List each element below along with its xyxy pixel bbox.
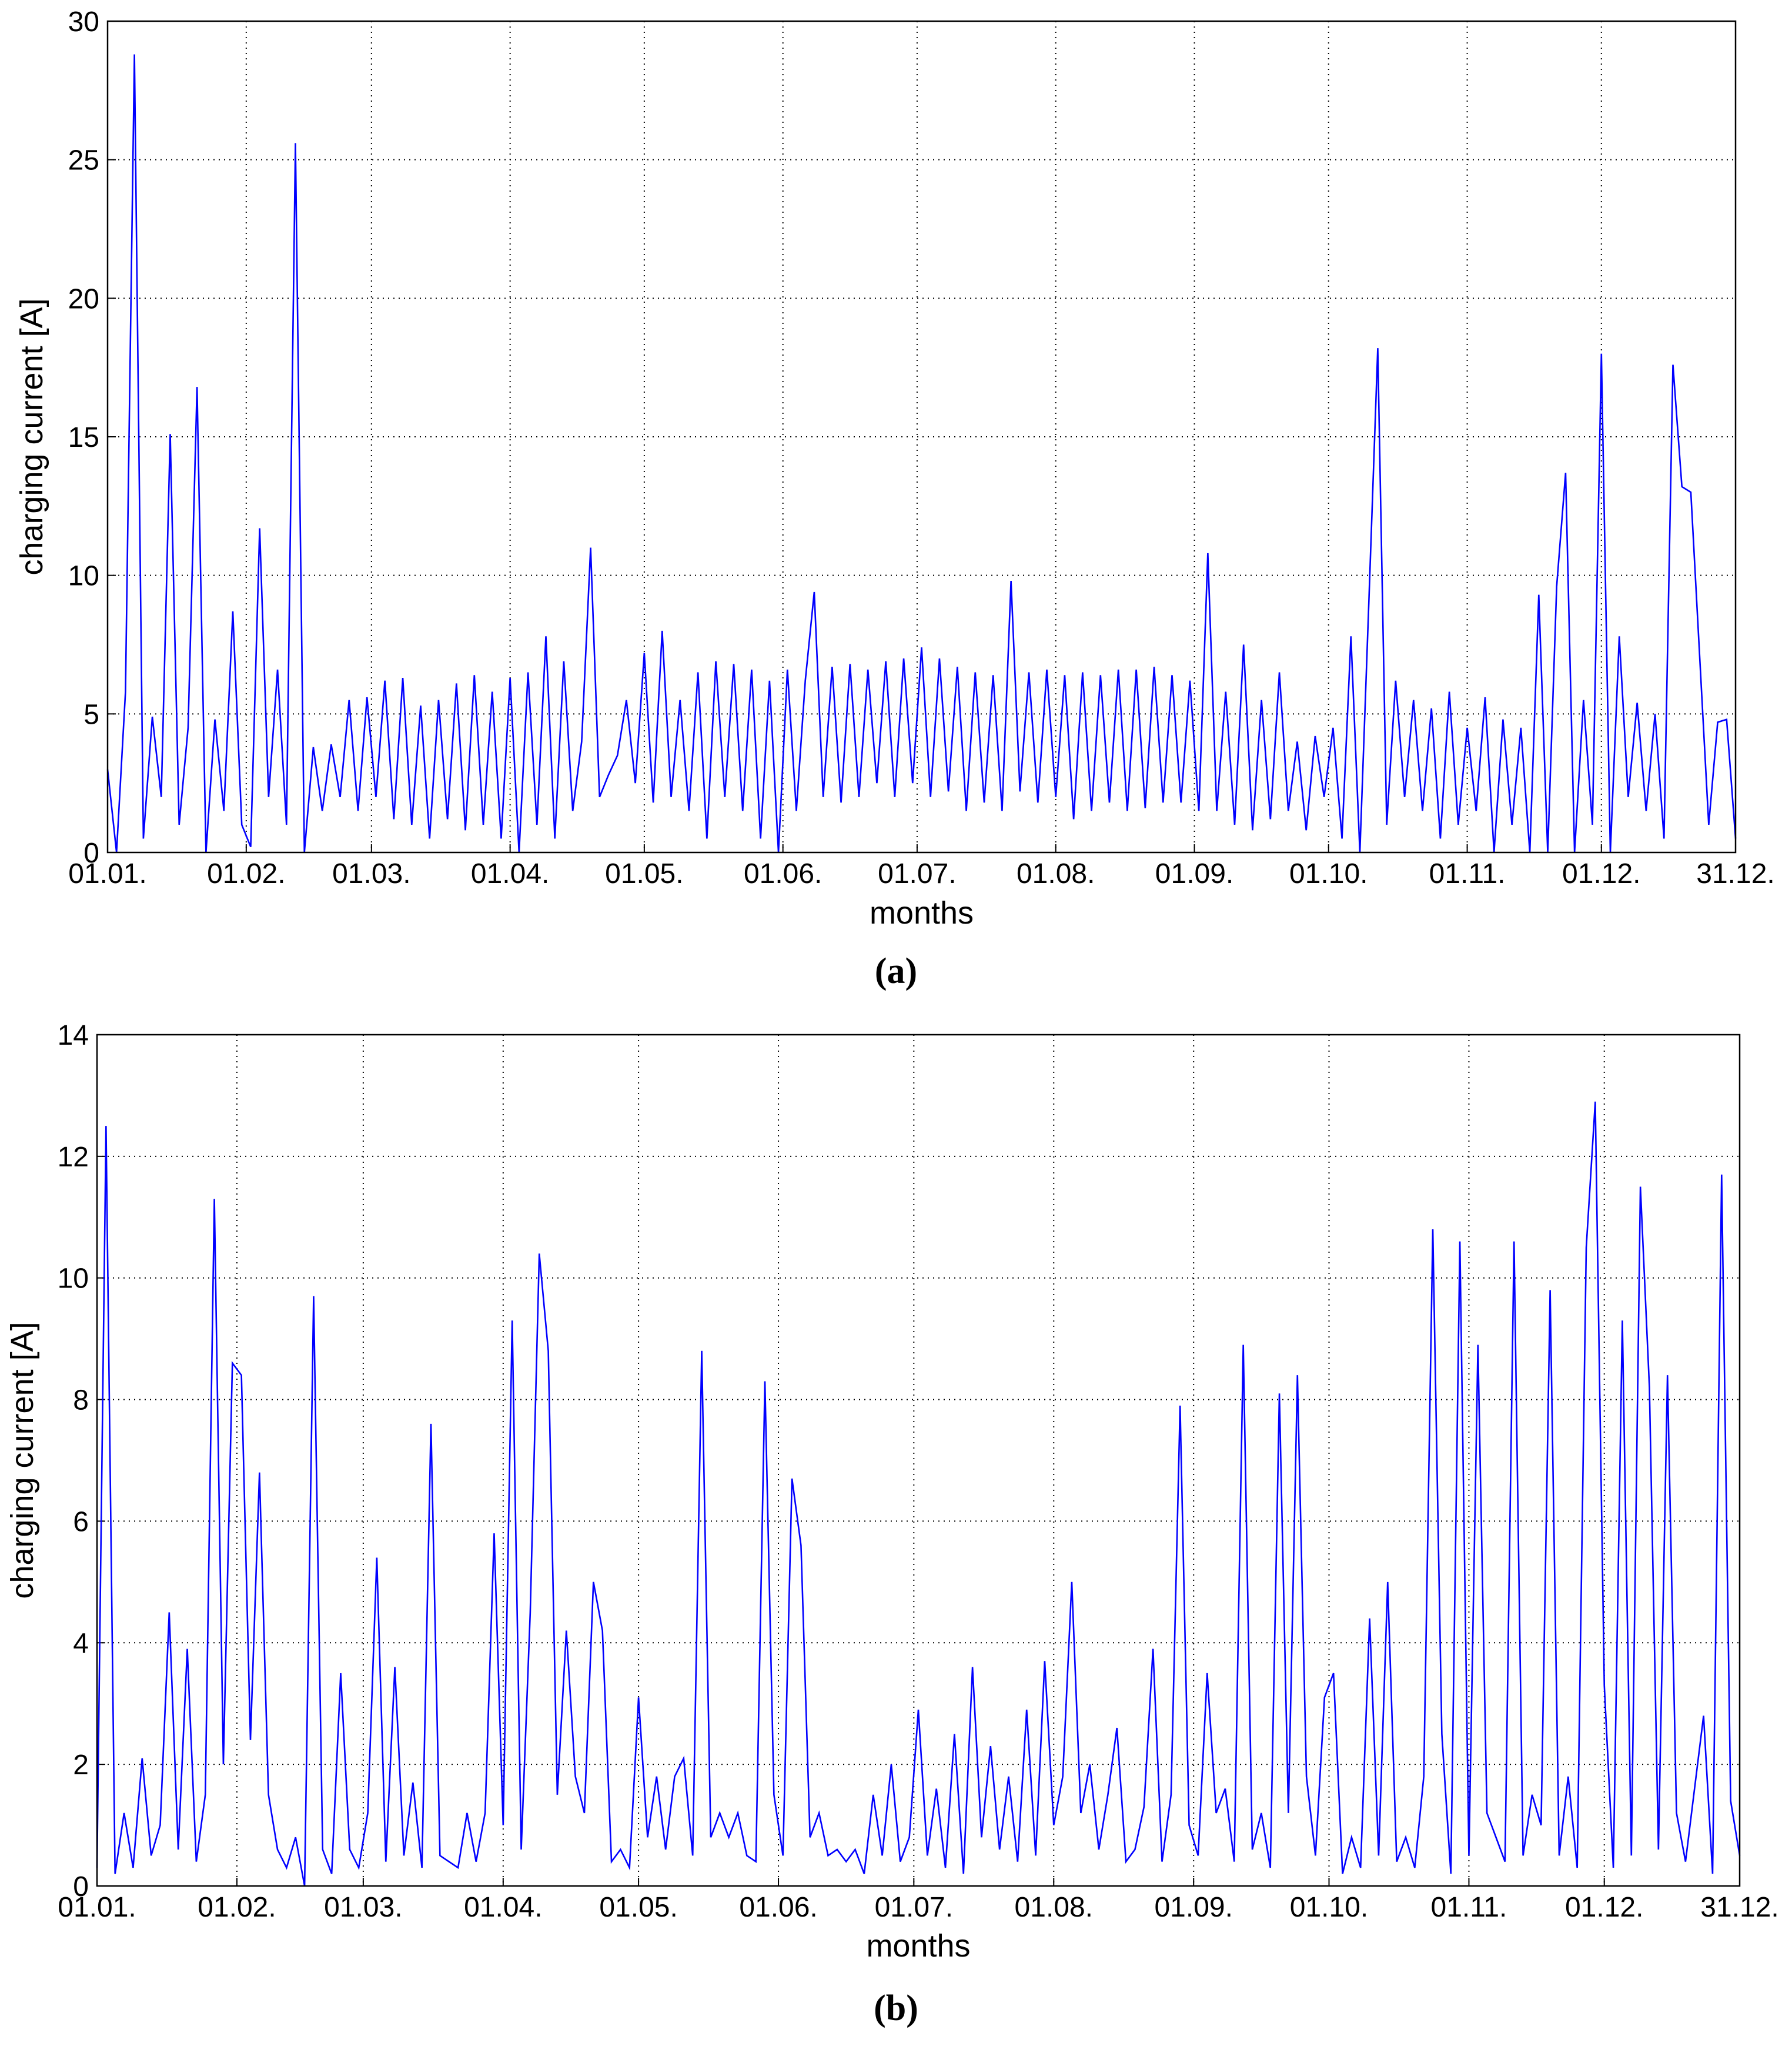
- y-tick-label: 20: [68, 283, 99, 315]
- x-tick-label: 31.12.: [1696, 858, 1774, 889]
- x-axis-label: months: [866, 1928, 970, 1964]
- y-tick-label: 2: [73, 1750, 89, 1781]
- x-tick-label: 01.03.: [324, 1892, 402, 1923]
- x-tick-label: 01.01.: [58, 1892, 136, 1923]
- x-axis-label: months: [870, 895, 974, 931]
- y-tick-label: 8: [73, 1385, 89, 1416]
- panel-caption: (a): [875, 951, 917, 991]
- plot-frame: [106, 20, 1737, 854]
- y-axis-label: charging current [A]: [14, 298, 49, 575]
- y-tick-label: 0: [83, 838, 99, 869]
- y-tick-label: 25: [68, 145, 99, 176]
- y-tick-label: 14: [58, 1020, 89, 1051]
- y-tick-label: 15: [68, 422, 99, 453]
- y-tick-label: 10: [58, 1263, 89, 1295]
- x-tick-label: 01.09.: [1155, 858, 1233, 889]
- x-tick-label: 01.12.: [1562, 858, 1640, 889]
- x-tick-label: 01.04.: [471, 858, 549, 889]
- x-tick-label: 01.03.: [332, 858, 410, 889]
- x-tick-label: 01.08.: [1015, 1892, 1093, 1923]
- data-line: [96, 1101, 1741, 1887]
- y-axis-label: charging current [A]: [5, 1322, 40, 1598]
- y-tick-label: 0: [73, 1871, 89, 1902]
- x-tick-label: 01.09.: [1154, 1892, 1232, 1923]
- x-tick-label: 01.10.: [1290, 1892, 1368, 1923]
- x-tick-label: 01.12.: [1565, 1892, 1643, 1923]
- x-tick-label: 01.02.: [198, 1892, 276, 1923]
- x-tick-label: 01.07.: [878, 858, 956, 889]
- x-tick-label: 01.10.: [1289, 858, 1368, 889]
- y-tick-label: 10: [68, 561, 99, 592]
- x-tick-label: 01.04.: [464, 1892, 542, 1923]
- x-tick-label: 01.02.: [207, 858, 285, 889]
- x-tick-label: 01.07.: [875, 1892, 953, 1923]
- y-tick-label: 6: [73, 1506, 89, 1537]
- y-tick-label: 5: [83, 699, 99, 730]
- x-tick-label: 01.01.: [68, 858, 146, 889]
- panel-caption: (b): [874, 1988, 918, 2028]
- x-tick-label: 01.11.: [1431, 1892, 1507, 1923]
- y-tick-label: 4: [73, 1628, 89, 1659]
- x-tick-label: 31.12.: [1700, 1892, 1778, 1923]
- y-tick-label: 12: [58, 1142, 89, 1173]
- y-tick-label: 30: [68, 6, 99, 38]
- plot-area: [97, 1035, 1740, 1886]
- x-tick-label: 01.06.: [739, 1892, 817, 1923]
- x-tick-label: 01.08.: [1017, 858, 1095, 889]
- plot-frame: [96, 1034, 1741, 1887]
- x-tick-label: 01.05.: [605, 858, 683, 889]
- data-line: [106, 54, 1737, 853]
- x-tick-label: 01.11.: [1429, 858, 1506, 889]
- x-tick-label: 01.05.: [599, 1892, 677, 1923]
- x-tick-label: 01.06.: [744, 858, 822, 889]
- plot-area: [108, 21, 1736, 852]
